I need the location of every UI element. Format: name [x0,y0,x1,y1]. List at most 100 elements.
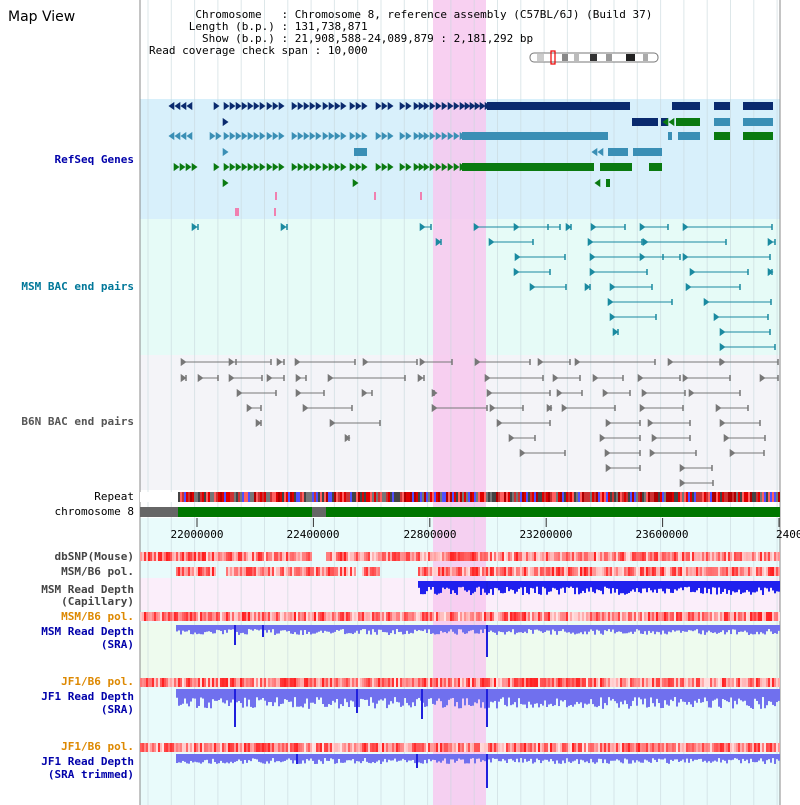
heat-cell [376,612,378,621]
heat-cell [772,567,774,576]
heat-cell [502,743,504,752]
heat-cell [574,743,576,752]
gene-arrow [302,403,309,413]
repeat-stripe [602,492,604,502]
repeat-stripe [374,492,376,502]
depth-bar [636,689,638,706]
depth-bar [434,625,436,635]
gene-arrow [514,252,521,262]
track-label-refseq[interactable]: RefSeq Genes [54,153,134,166]
heat-cell [532,678,534,687]
heat-cell [246,612,248,621]
depth-bar [324,625,326,631]
heat-cell [758,567,760,576]
heat-cell [646,567,648,576]
depth-bar [716,689,718,699]
track-label-msm-depth-sra[interactable]: MSM Read Depth [41,625,134,638]
depth-bar [490,689,492,702]
track-label-msm-bac[interactable]: MSM BAC end pairs [21,280,134,293]
depth-bar [372,689,374,703]
gene-arrow [334,131,341,141]
depth-bar [652,581,654,593]
depth-bar [528,625,530,630]
depth-bar [500,581,502,594]
heat-cell [352,567,354,576]
heat-cell [258,743,260,752]
depth-bar [714,581,716,588]
depth-bar [242,689,244,708]
depth-bar [474,689,476,703]
heat-cell [774,567,776,576]
repeat-stripe [716,492,718,502]
depth-bar [378,754,380,761]
depth-bar [412,689,414,703]
depth-bar [206,625,208,632]
heat-cell [530,743,532,752]
depth-bar [226,625,228,633]
track-label-msm-b6-pol-1[interactable]: MSM/B6 pol. [61,565,134,578]
depth-bar [270,754,272,761]
track-label-jf1-b6-pol-1[interactable]: JF1/B6 pol. [61,675,134,688]
heat-cell [668,743,670,752]
heat-cell [506,743,508,752]
heat-cell [734,678,736,687]
track-label-b6n-bac[interactable]: B6N BAC end pairs [21,415,134,428]
depth-bar [194,754,196,762]
depth-bar [416,625,418,632]
heat-cell [404,612,406,621]
depth-bar [654,625,656,635]
depth-bar [542,581,544,587]
heat-cell [438,567,440,576]
track-label-dbsnp[interactable]: dbSNP(Mouse) [54,550,134,563]
heat-cell [154,612,156,621]
depth-bar [364,754,366,759]
heat-cell [742,552,744,561]
heat-cell [360,552,362,561]
heat-cell [476,552,478,561]
track-label-jf1-depth-sra[interactable]: JF1 Read Depth [41,690,134,703]
heat-cell [754,567,756,576]
depth-bar [456,689,458,703]
heat-cell [540,612,542,621]
heat-cell [412,678,414,687]
track-label-msm-depth-capillary[interactable]: MSM Read Depth [41,583,134,596]
track-label-msm-b6-pol-2[interactable]: MSM/B6 pol. [61,610,134,623]
heat-cell [332,552,334,561]
heat-cell [748,612,750,621]
depth-bar [370,625,372,635]
heat-cell [440,552,442,561]
repeat-stripe [404,492,406,502]
depth-bar [476,754,478,759]
depth-bar [284,754,286,761]
heat-cell [326,567,328,576]
depth-bar [384,689,386,699]
repeat-stripe [516,492,518,502]
depth-bar [628,754,630,764]
repeat-stripe [306,492,308,502]
depth-bar [420,625,422,631]
repeat-stripe [768,492,770,502]
repeat-stripe [740,492,742,502]
depth-bar [648,625,650,631]
depth-bar [566,754,568,759]
heat-cell [508,567,510,576]
depth-bar [746,581,748,591]
heat-cell [178,678,180,687]
heat-cell [692,743,694,752]
depth-bar [306,754,308,760]
heat-cell [558,612,560,621]
track-label-jf1-b6-pol-2[interactable]: JF1/B6 pol. [61,740,134,753]
heat-cell [408,678,410,687]
depth-bar [694,625,696,631]
heat-cell [718,678,720,687]
heat-cell [238,612,240,621]
depth-bar [626,689,628,705]
heat-cell [522,567,524,576]
repeat-stripe [552,492,554,502]
track-label-jf1-depth-trimmed[interactable]: JF1 Read Depth [41,755,134,768]
gene-arrow [589,252,596,262]
depth-bar [710,754,712,763]
heat-cell [172,552,174,561]
heat-cell [396,552,398,561]
